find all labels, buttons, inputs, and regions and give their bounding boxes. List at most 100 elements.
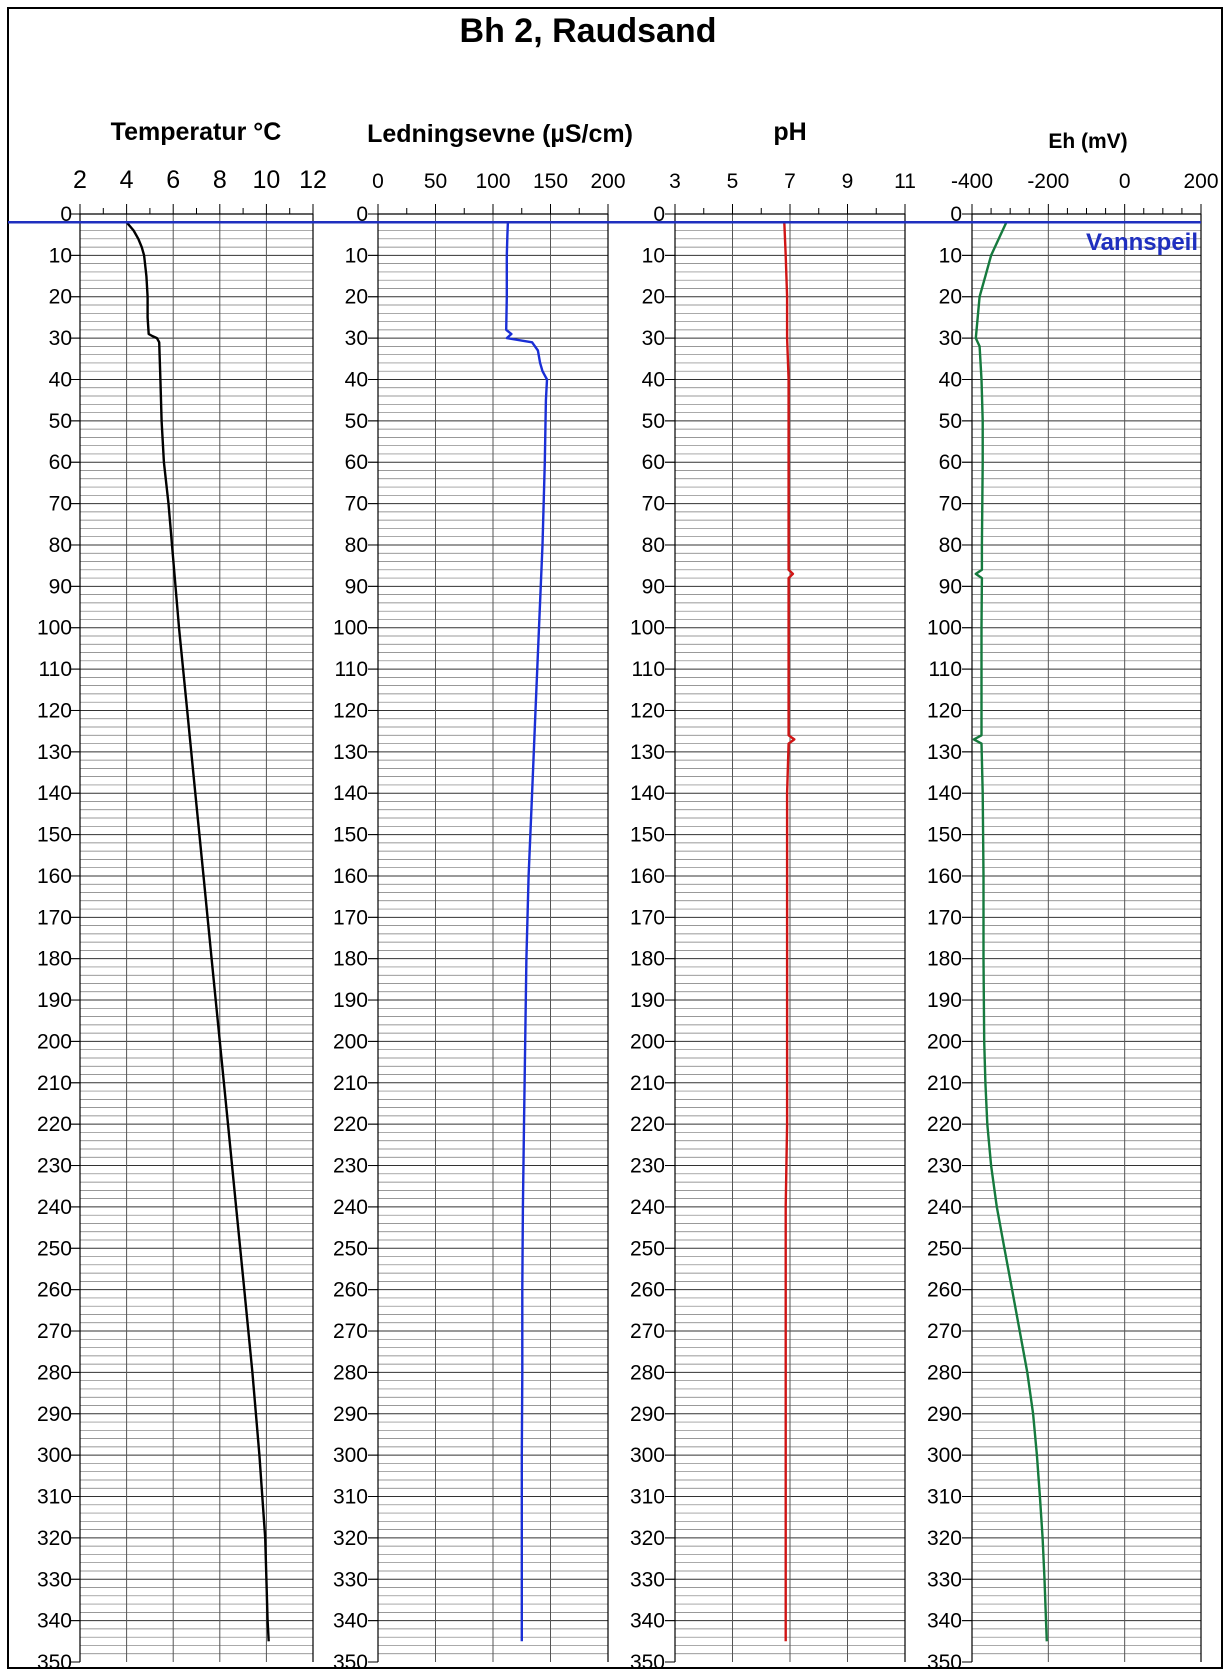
x-tick-label: 9 <box>842 170 854 193</box>
y-tick-label: 230 <box>333 1155 368 1178</box>
y-tick-label: 110 <box>335 658 368 681</box>
y-tick-label: 350 <box>927 1651 962 1670</box>
y-tick-label: 280 <box>630 1361 665 1384</box>
y-tick-label: 20 <box>49 286 72 309</box>
x-tick-label: 11 <box>894 170 916 193</box>
x-tick-label: 3 <box>669 170 681 193</box>
y-tick-label: 110 <box>632 658 665 681</box>
y-tick-label: 130 <box>630 741 665 764</box>
y-tick-label: 120 <box>927 699 962 722</box>
panel-4: Eh (mV) -400 -200 0 200 0 10 20 30 40 50 60 70 80 90 10… <box>927 130 1219 1674</box>
y-tick-label: 300 <box>333 1444 368 1467</box>
water-level-label: Vannspeil <box>1086 229 1198 256</box>
panel-1: Temperatur °C2 4 6 8 10 120102030405060708090… <box>37 118 327 1674</box>
y-tick-label: 240 <box>630 1196 665 1219</box>
y-tick-label: 20 <box>345 286 368 309</box>
y-tick-label: 160 <box>333 865 368 888</box>
y-tick-label: 240 <box>333 1196 368 1219</box>
y-tick-label: 230 <box>37 1155 72 1178</box>
y-tick-label: 190 <box>630 989 665 1012</box>
y-tick-label: 260 <box>630 1279 665 1302</box>
y-tick-label: 220 <box>333 1113 368 1136</box>
y-tick-label: 180 <box>630 948 665 971</box>
y-tick-label: 150 <box>333 824 368 847</box>
x-tick-label: 2 <box>73 166 87 194</box>
panel-title: pH <box>773 118 806 146</box>
y-tick-label: 10 <box>642 244 665 267</box>
y-tick-label: 210 <box>927 1072 962 1095</box>
y-tick-label: 220 <box>37 1113 72 1136</box>
y-tick-label: 250 <box>927 1237 962 1260</box>
y-tick-label: 120 <box>630 699 665 722</box>
y-tick-label: 180 <box>927 948 962 971</box>
y-tick-label: 50 <box>642 410 665 433</box>
y-tick-label: 50 <box>49 410 72 433</box>
y-tick-label: 350 <box>333 1651 368 1670</box>
y-tick-label: 90 <box>642 575 665 598</box>
x-tick-label: 100 <box>475 170 510 193</box>
y-tick-label: 0 <box>60 203 72 226</box>
y-tick-label: 130 <box>927 741 962 764</box>
y-tick-label: 150 <box>37 824 72 847</box>
y-tick-label: 140 <box>333 782 368 805</box>
y-tick-label: 290 <box>927 1403 962 1426</box>
y-tick-label: 270 <box>630 1320 665 1343</box>
y-tick-label: 300 <box>927 1444 962 1467</box>
x-tick-label: 5 <box>727 170 739 193</box>
y-tick-label: 170 <box>333 906 368 929</box>
y-tick-label: 210 <box>333 1072 368 1095</box>
y-tick-label: 160 <box>630 865 665 888</box>
y-tick-label: 340 <box>333 1610 368 1633</box>
y-tick-label: 200 <box>333 1030 368 1053</box>
y-tick-label: 320 <box>927 1527 962 1550</box>
y-tick-label: 20 <box>939 286 962 309</box>
y-tick-label: 280 <box>333 1361 368 1384</box>
y-tick-label: 200 <box>927 1030 962 1053</box>
water-level-overlay: Vannspeil <box>8 221 1201 256</box>
y-tick-label: 60 <box>939 451 962 474</box>
panel-title: Temperatur °C <box>111 118 282 146</box>
y-tick-label: 70 <box>49 493 72 516</box>
y-tick-label: 30 <box>642 327 665 350</box>
y-tick-label: 310 <box>333 1486 368 1509</box>
y-tick-label: 340 <box>927 1610 962 1633</box>
y-tick-label: 190 <box>37 989 72 1012</box>
y-tick-label: 250 <box>630 1237 665 1260</box>
y-tick-label: 210 <box>37 1072 72 1095</box>
y-tick-label: 70 <box>642 493 665 516</box>
y-tick-label: 90 <box>49 575 72 598</box>
figure-frame <box>7 7 1223 1669</box>
y-tick-label: 60 <box>642 451 665 474</box>
y-tick-label: 280 <box>37 1361 72 1384</box>
y-tick-label: 310 <box>927 1486 962 1509</box>
y-tick-label: 250 <box>333 1237 368 1260</box>
y-tick-label: 180 <box>333 948 368 971</box>
y-tick-label: 90 <box>939 575 962 598</box>
y-tick-label: 290 <box>630 1403 665 1426</box>
x-tick-label: 7 <box>784 170 796 193</box>
y-tick-label: 100 <box>37 617 72 640</box>
y-tick-label: 150 <box>630 824 665 847</box>
y-tick-label: 350 <box>630 1651 665 1670</box>
y-tick-label: 50 <box>345 410 368 433</box>
y-tick-label: 50 <box>939 410 962 433</box>
y-tick-label: 270 <box>333 1320 368 1343</box>
y-tick-label: 330 <box>37 1568 72 1591</box>
y-tick-label: 110 <box>929 658 962 681</box>
y-tick-label: 270 <box>927 1320 962 1343</box>
panel-3: pH3 5 7 9 1101020304050607080901001101201301… <box>630 118 916 1674</box>
y-tick-label: 80 <box>939 534 962 557</box>
y-tick-label: 320 <box>333 1527 368 1550</box>
y-tick-label: 270 <box>37 1320 72 1343</box>
series-line <box>972 221 1048 1642</box>
y-tick-label: 130 <box>333 741 368 764</box>
y-tick-label: 110 <box>39 658 72 681</box>
y-tick-label: 140 <box>37 782 72 805</box>
y-tick-label: 300 <box>630 1444 665 1467</box>
x-tick-label: 6 <box>166 166 180 194</box>
y-tick-label: 40 <box>49 368 72 391</box>
y-tick-label: 10 <box>939 244 962 267</box>
y-tick-label: 260 <box>37 1279 72 1302</box>
y-tick-label: 330 <box>927 1568 962 1591</box>
y-tick-label: 190 <box>927 989 962 1012</box>
